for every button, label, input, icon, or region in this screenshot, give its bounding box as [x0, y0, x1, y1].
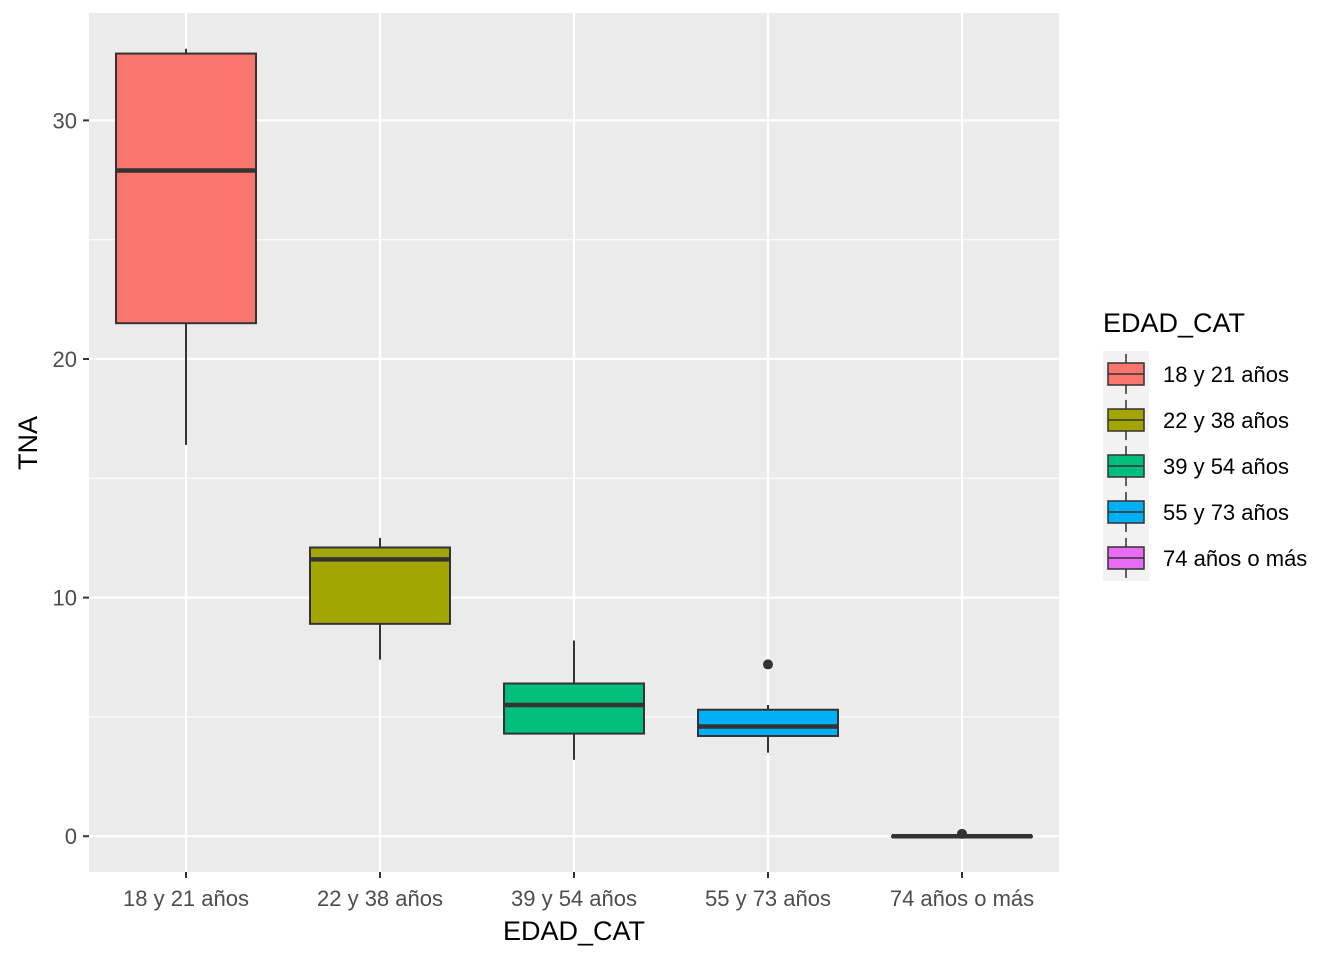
x-tick-label: 18 y 21 años	[123, 886, 249, 911]
x-axis: 18 y 21 años 22 y 38 años 39 y 54 años 55 y…	[123, 872, 1034, 911]
box-4	[697, 659, 839, 753]
box-body	[503, 682, 645, 735]
legend-title: EDAD_CAT	[1103, 308, 1245, 338]
x-tick-label: 74 años o más	[890, 886, 1034, 911]
box-3	[503, 640, 645, 760]
legend-label: 39 y 54 años	[1163, 454, 1289, 479]
legend-label: 22 y 38 años	[1163, 408, 1289, 433]
outlier-point	[763, 659, 773, 670]
x-axis-title: EDAD_CAT	[503, 916, 645, 946]
legend: EDAD_CAT 18 y 21 años 22 y 38 años 39 y 54…	[1103, 308, 1307, 581]
legend-label: 55 y 73 años	[1163, 500, 1289, 525]
x-tick-label: 39 y 54 años	[511, 886, 637, 911]
x-tick-label: 55 y 73 años	[705, 886, 831, 911]
y-axis: 0 10 20 30	[53, 108, 89, 849]
y-axis-title: TNA	[13, 416, 43, 470]
box-1	[115, 48, 257, 445]
y-tick-label: 30	[53, 108, 77, 133]
box-5	[891, 828, 1033, 839]
box-body	[115, 52, 257, 325]
legend-key-3	[1103, 443, 1149, 489]
legend-key-1	[1103, 351, 1149, 397]
legend-label: 18 y 21 años	[1163, 362, 1289, 387]
legend-key-4	[1103, 489, 1149, 535]
x-tick-label: 22 y 38 años	[317, 886, 443, 911]
y-tick-label: 10	[53, 586, 77, 611]
legend-label: 74 años o más	[1163, 546, 1307, 571]
box-2	[309, 537, 451, 660]
y-tick-label: 0	[65, 824, 77, 849]
outlier-point	[957, 828, 967, 839]
box-body	[697, 708, 839, 737]
y-tick-label: 20	[53, 347, 77, 372]
legend-key-2	[1103, 397, 1149, 443]
legend-key-5	[1103, 535, 1149, 581]
boxes	[115, 48, 1033, 839]
